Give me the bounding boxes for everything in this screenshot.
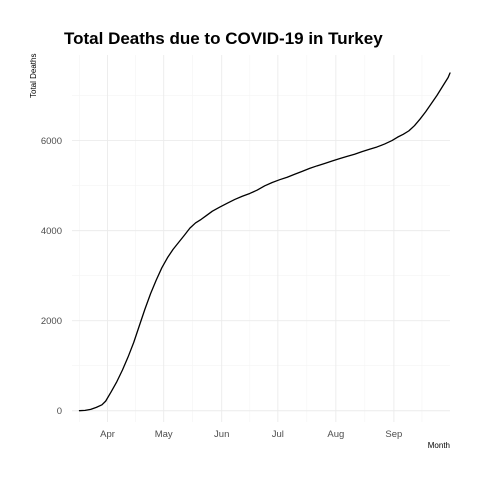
y-tick-label: 6000 xyxy=(41,136,62,147)
x-tick-label: Jul xyxy=(272,429,284,440)
y-tick-label: 4000 xyxy=(41,226,62,237)
x-axis-label: Month xyxy=(428,441,450,450)
x-axis-ticks: Apr May Jun Jul Aug Sep xyxy=(100,429,402,440)
y-axis-label: Total Deaths xyxy=(29,54,38,98)
x-tick-label: Jun xyxy=(214,429,229,440)
grid-lines xyxy=(72,55,450,422)
x-tick-label: Aug xyxy=(327,429,344,440)
x-tick-label: Apr xyxy=(100,429,115,440)
total-deaths-series-line xyxy=(78,72,451,412)
chart-title: Total Deaths due to COVID-19 in Turkey xyxy=(64,29,383,48)
plot-panel: 0 2000 4000 6000 Apr May Jun Jul Aug Sep xyxy=(41,55,451,440)
x-tick-label: Sep xyxy=(385,429,402,440)
y-tick-label: 2000 xyxy=(41,316,62,327)
series-layer xyxy=(78,72,451,412)
y-tick-label: 0 xyxy=(57,406,62,417)
x-tick-label: May xyxy=(155,429,173,440)
y-axis-ticks: 0 2000 4000 6000 xyxy=(41,136,62,417)
